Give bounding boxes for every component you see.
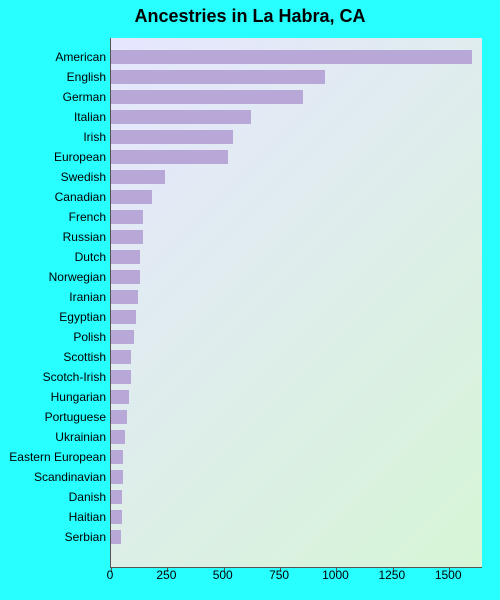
bar: [111, 350, 131, 364]
y-axis-label: Serbian: [65, 528, 106, 546]
y-axis-label: Swedish: [61, 168, 106, 186]
bar-row: [111, 308, 136, 326]
y-axis-label: Egyptian: [59, 308, 106, 326]
y-axis-label: Portuguese: [45, 408, 106, 426]
bar-row: [111, 168, 165, 186]
bar-row: [111, 68, 325, 86]
bar-row: [111, 468, 123, 486]
y-axis-label: Dutch: [75, 248, 106, 266]
bar: [111, 110, 251, 124]
bar: [111, 190, 152, 204]
y-axis-label: Haitian: [69, 508, 106, 526]
bar: [111, 50, 472, 64]
y-axis-label: Ukrainian: [55, 428, 106, 446]
y-axis-label: Canadian: [55, 188, 106, 206]
y-axis-label: American: [55, 48, 106, 66]
y-axis-label: Eastern European: [9, 448, 106, 466]
y-axis-label: Italian: [74, 108, 106, 126]
bar-row: [111, 208, 143, 226]
bar-row: [111, 448, 123, 466]
bar-row: [111, 528, 121, 546]
bar-row: [111, 148, 228, 166]
bar: [111, 370, 131, 384]
plot-area: [110, 38, 482, 568]
x-axis-label: 250: [156, 568, 176, 582]
chart-canvas: Ancestries in La Habra, CA City-Data.com…: [0, 0, 500, 600]
bar-row: [111, 328, 134, 346]
y-axis-label: German: [63, 88, 106, 106]
bar-row: [111, 368, 131, 386]
bar: [111, 410, 127, 424]
x-axis-label: 500: [213, 568, 233, 582]
y-axis-label: Irish: [83, 128, 106, 146]
bar-row: [111, 188, 152, 206]
x-axis-label: 750: [269, 568, 289, 582]
bar: [111, 70, 325, 84]
bar: [111, 390, 129, 404]
bar-row: [111, 408, 127, 426]
y-axis-label: Scandinavian: [34, 468, 106, 486]
bar: [111, 150, 228, 164]
bar: [111, 510, 122, 524]
y-axis-label: Polish: [73, 328, 106, 346]
bar: [111, 430, 125, 444]
bar: [111, 130, 233, 144]
bar: [111, 490, 122, 504]
bar-row: [111, 128, 233, 146]
bar-row: [111, 288, 138, 306]
bar-row: [111, 88, 303, 106]
bar-row: [111, 228, 143, 246]
y-axis-label: Russian: [63, 228, 106, 246]
bar-row: [111, 388, 129, 406]
bar-row: [111, 348, 131, 366]
bar: [111, 230, 143, 244]
bar: [111, 250, 140, 264]
bar-row: [111, 428, 125, 446]
x-axis-label: 1500: [435, 568, 462, 582]
y-axis-label: Iranian: [69, 288, 106, 306]
x-axis-label: 0: [107, 568, 114, 582]
bar-row: [111, 48, 472, 66]
y-axis-label: Scotch-Irish: [43, 368, 106, 386]
y-axis-label: English: [67, 68, 106, 86]
bar: [111, 210, 143, 224]
bar: [111, 470, 123, 484]
bar: [111, 270, 140, 284]
bar: [111, 310, 136, 324]
y-axis-label: European: [54, 148, 106, 166]
x-axis-label: 1000: [322, 568, 349, 582]
bar: [111, 90, 303, 104]
chart-title: Ancestries in La Habra, CA: [0, 6, 500, 27]
bar-row: [111, 248, 140, 266]
bar: [111, 290, 138, 304]
bar: [111, 330, 134, 344]
bar-row: [111, 508, 122, 526]
bar-row: [111, 108, 251, 126]
bar: [111, 450, 123, 464]
bar-row: [111, 488, 122, 506]
bar-row: [111, 268, 140, 286]
y-axis-label: Scottish: [63, 348, 106, 366]
x-axis-label: 1250: [378, 568, 405, 582]
bar: [111, 170, 165, 184]
y-axis-label: Norwegian: [49, 268, 106, 286]
y-axis-label: Hungarian: [51, 388, 106, 406]
y-axis-label: French: [69, 208, 106, 226]
bar: [111, 530, 121, 544]
y-axis-label: Danish: [69, 488, 106, 506]
